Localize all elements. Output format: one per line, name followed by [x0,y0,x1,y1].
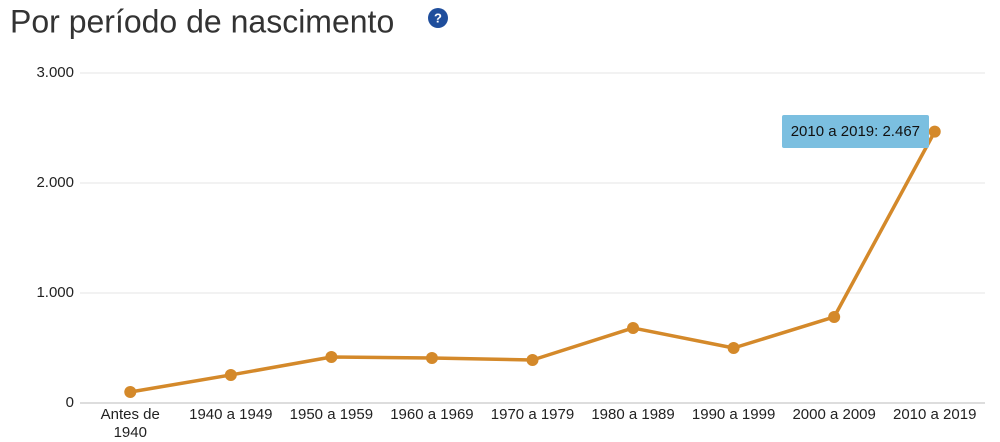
point [425,352,438,365]
chart: Por período de nascimento ? 0 1.000 2.000 3… [10,3,985,411]
y-tick-label: 0 [66,394,74,411]
tooltip: 2010 a 2019: 2.467 [781,115,930,149]
x-tick-label: 1950 a 1959 [289,406,374,423]
point [828,310,841,323]
page: Por período de nascimento ? 0 1.000 2.000 3… [10,3,985,441]
y-tick-label: 3.000 [36,64,74,81]
x-tick-label: 1940 a 1949 [189,406,273,423]
point [224,368,237,381]
x-tick-label: Antes de 1940 [100,406,160,441]
x-tick-label: 1970 a 1979 [490,406,575,423]
y-tick-label: 2.000 [36,174,74,191]
x-tick-label: 2010 a 2019 [893,406,977,423]
help-icon[interactable] [428,8,448,28]
point [627,321,640,334]
x-tick-label: 1980 a 1989 [591,406,675,423]
x-tick-label: 2000 a 2009 [792,406,876,423]
point [526,353,539,366]
point [928,125,941,138]
point [727,342,740,354]
x-tick-label: 1960 a 1969 [390,406,474,423]
x-tick-label: 1990 a 1999 [691,406,776,423]
point [124,386,137,398]
chart-title: Por período de nascimento [10,3,394,39]
help-icon-text[interactable]: ? [434,10,442,25]
line [129,130,937,394]
y-tick-label: 1.000 [36,284,74,301]
point [325,351,338,364]
